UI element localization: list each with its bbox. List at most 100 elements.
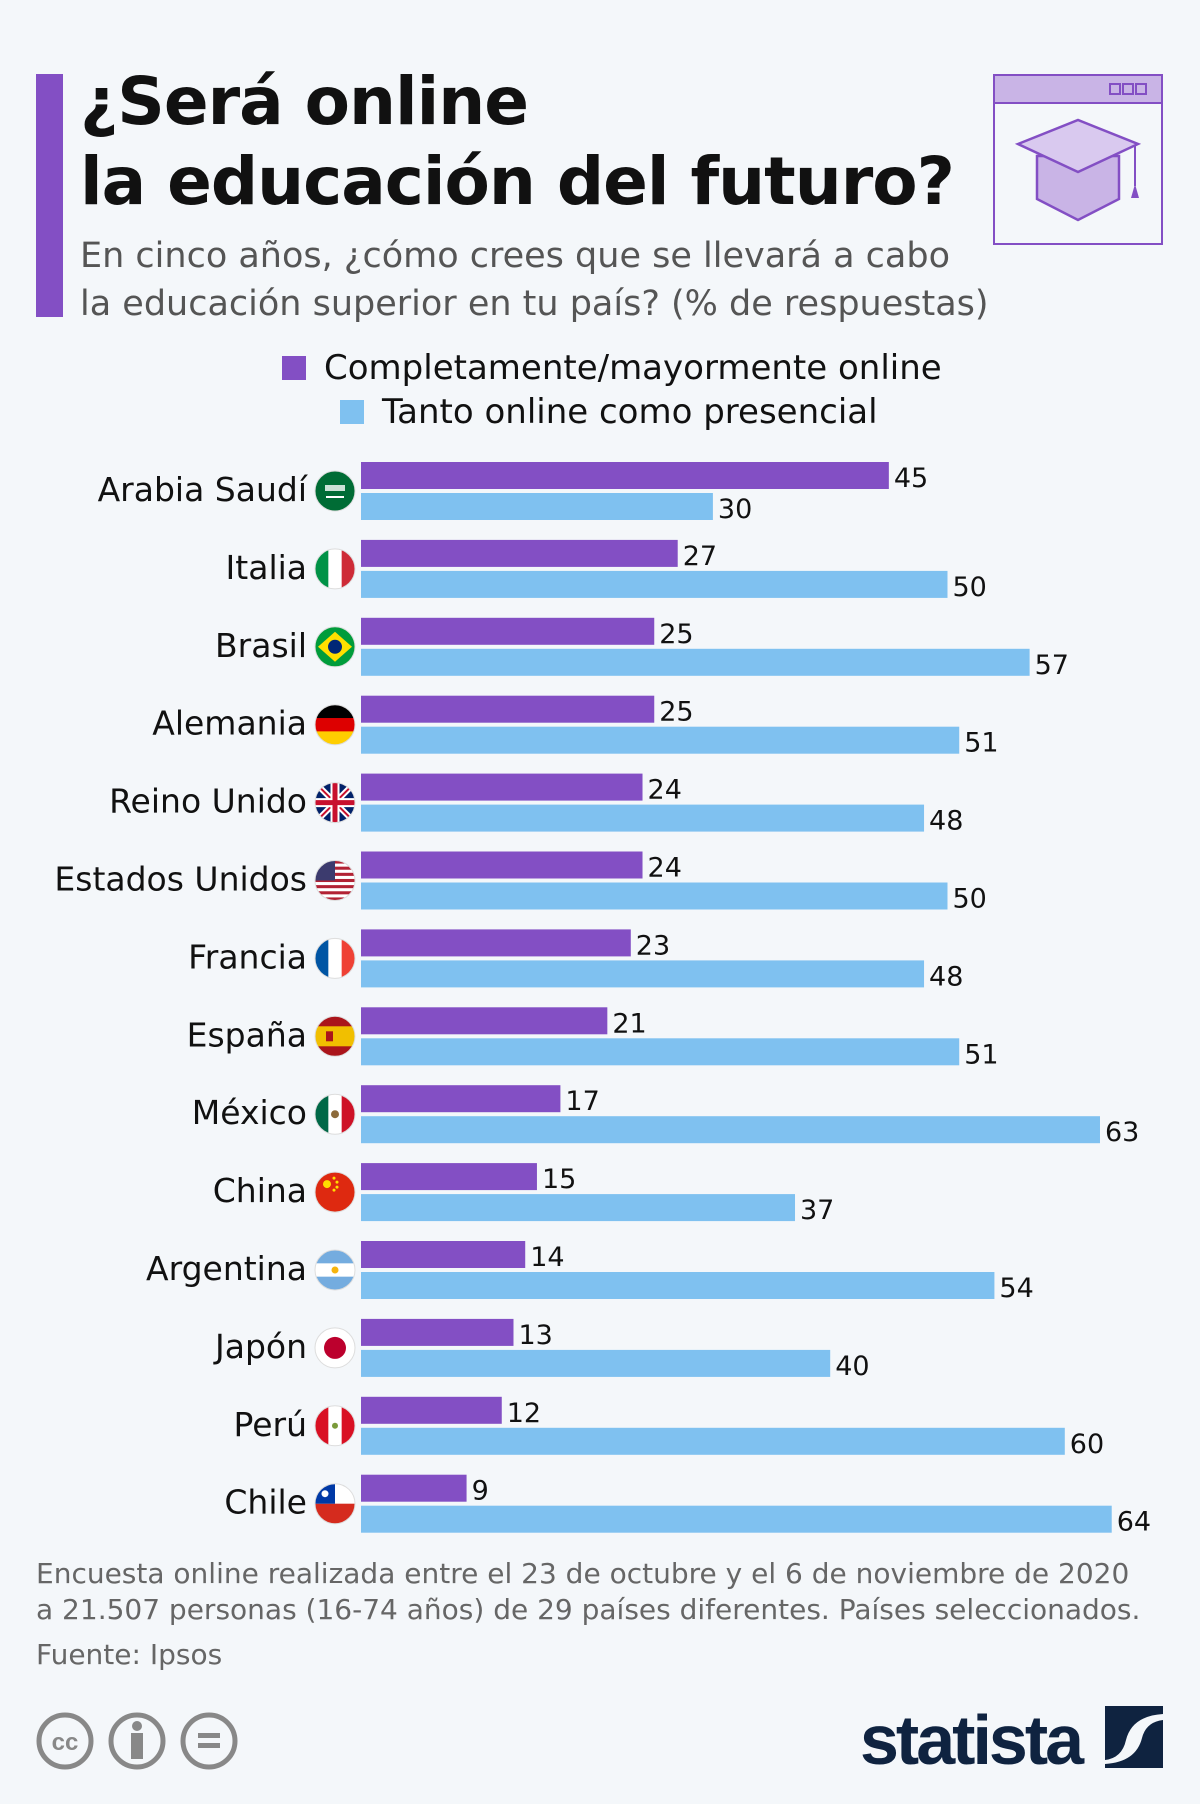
bar-online <box>361 695 655 723</box>
country-label: Perú <box>233 1405 307 1444</box>
france-flag-icon <box>315 938 355 979</box>
legend-swatch-hybrid <box>340 400 364 424</box>
bar-hybrid <box>361 1427 1065 1455</box>
subtitle-line-2: la educación superior en tu país? (% de … <box>80 284 989 324</box>
peru-flag-icon <box>315 1405 355 1446</box>
bar-hybrid <box>361 1505 1112 1533</box>
brazil-flag-icon <box>315 626 355 667</box>
legend-item-hybrid: Tanto online como presencial <box>340 392 878 432</box>
bar-online <box>361 462 889 489</box>
footer-note-line-1: Encuesta online realizada entre el 23 de… <box>36 1557 1130 1590</box>
license-icons: cc <box>36 1712 238 1770</box>
value-label: 25 <box>659 697 693 728</box>
value-label: 9 <box>472 1476 489 1507</box>
argentina-flag-icon <box>315 1250 355 1290</box>
china-flag-icon <box>315 1172 355 1213</box>
title-line-1: ¿Será online <box>80 63 529 140</box>
italy-flag-icon <box>315 548 355 589</box>
page-title: ¿Será online la educación del futuro? <box>80 62 955 222</box>
bar-online <box>361 929 631 957</box>
country-label: Japón <box>213 1327 307 1366</box>
value-label: 50 <box>953 884 987 915</box>
value-label: 63 <box>1105 1117 1139 1148</box>
value-label: 21 <box>612 1008 646 1039</box>
mexico-flag-icon <box>315 1094 355 1135</box>
value-label: 51 <box>964 728 998 759</box>
value-label: 14 <box>530 1242 564 1273</box>
value-label: 37 <box>800 1195 834 1226</box>
country-label: Alemania <box>152 704 307 743</box>
value-label: 64 <box>1117 1507 1151 1538</box>
value-label: 40 <box>835 1351 869 1382</box>
value-label: 57 <box>1035 650 1069 681</box>
legend-label-online: Completamente/mayormente online <box>324 348 942 388</box>
japan-flag-icon <box>315 1327 355 1368</box>
bar-hybrid <box>361 1349 831 1377</box>
value-label: 54 <box>999 1273 1033 1304</box>
uk-flag-icon <box>315 782 355 823</box>
bar-online <box>361 1085 561 1113</box>
no-derivatives-icon <box>180 1712 238 1770</box>
value-label: 17 <box>565 1086 599 1117</box>
bar-online <box>361 1318 514 1346</box>
bar-online <box>361 1007 608 1035</box>
cc-icon: cc <box>36 1712 94 1770</box>
saudi-arabia-flag-icon <box>315 471 355 511</box>
value-label: 25 <box>659 619 693 650</box>
value-label: 24 <box>648 775 682 806</box>
usa-flag-icon <box>315 860 355 901</box>
country-label: México <box>192 1093 307 1132</box>
subtitle-line-1: En cinco años, ¿cómo crees que se llevar… <box>80 236 950 276</box>
source-text: Fuente: Ipsos <box>36 1638 223 1671</box>
value-label: 45 <box>894 463 928 494</box>
legend-item-online: Completamente/mayormente online <box>282 348 942 388</box>
bar-online <box>361 617 655 645</box>
germany-flag-icon <box>315 704 355 745</box>
value-label: 15 <box>542 1164 576 1195</box>
graduation-cap-browser-icon <box>993 74 1163 245</box>
bar-online <box>361 1241 526 1268</box>
bar-hybrid <box>361 1116 1100 1144</box>
bar-hybrid <box>361 570 948 598</box>
bar-hybrid <box>361 1194 796 1222</box>
title-accent-bar <box>36 74 63 317</box>
country-label: Argentina <box>146 1249 307 1288</box>
bar-online <box>361 1163 537 1191</box>
bar-hybrid <box>361 648 1030 676</box>
bar-hybrid <box>361 882 948 910</box>
statista-logo: statista <box>860 1701 1163 1772</box>
value-label: 30 <box>718 494 752 525</box>
bar-chart: Arabia Saudí 45 30 Italia 27 50 Brasil 25 57 Alem… <box>54 462 1151 1538</box>
value-label: 51 <box>964 1039 998 1070</box>
value-label: 48 <box>929 806 963 837</box>
subtitle: En cinco años, ¿cómo crees que se llevar… <box>80 232 989 328</box>
value-label: 60 <box>1070 1429 1104 1460</box>
country-label: Brasil <box>215 626 307 665</box>
country-label: Reino Unido <box>109 782 307 821</box>
bar-online <box>361 851 643 879</box>
bar-online <box>361 539 678 567</box>
value-label: 27 <box>683 541 717 572</box>
value-label: 48 <box>929 961 963 992</box>
footer-note-line-2: a 21.507 personas (16-74 años) de 29 paí… <box>36 1593 1141 1626</box>
country-label: España <box>187 1015 307 1054</box>
bar-hybrid <box>361 804 925 832</box>
value-label: 50 <box>953 572 987 603</box>
country-label: Arabia Saudí <box>98 470 309 509</box>
title-line-2: la educación del futuro? <box>80 143 955 220</box>
value-label: 13 <box>518 1320 552 1351</box>
bar-hybrid <box>361 1038 960 1066</box>
country-label: China <box>213 1171 307 1210</box>
attribution-icon <box>108 1712 166 1770</box>
value-label: 24 <box>648 853 682 884</box>
svg-text:statista: statista <box>860 1701 1085 1772</box>
country-label: Francia <box>188 937 307 976</box>
bar-hybrid <box>361 493 713 520</box>
country-label: Estados Unidos <box>54 860 307 899</box>
legend-swatch-online <box>282 356 306 380</box>
bar-hybrid <box>361 1272 995 1299</box>
legend-label-hybrid: Tanto online como presencial <box>382 392 878 432</box>
country-label: Chile <box>224 1483 307 1522</box>
bar-online <box>361 1396 502 1424</box>
value-label: 23 <box>636 930 670 961</box>
